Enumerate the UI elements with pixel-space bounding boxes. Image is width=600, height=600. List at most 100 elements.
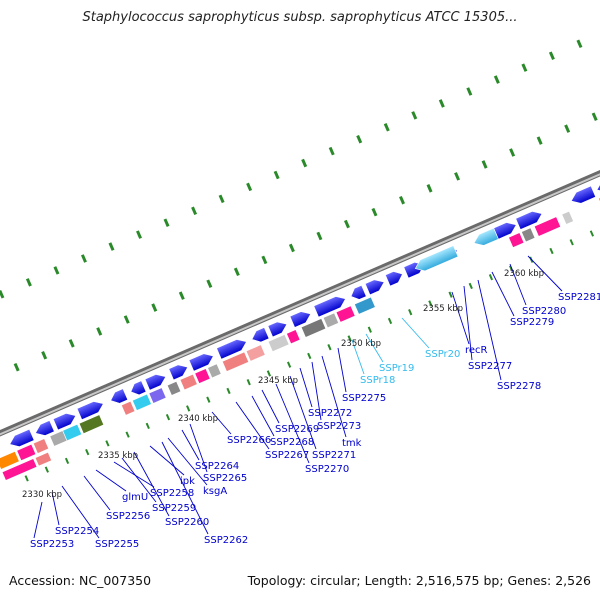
gene-arrow [168,364,189,381]
tick-dot [178,291,185,300]
leader-line [451,291,470,345]
tick-dot [301,158,308,168]
accession-text: Accession: NC_007350 [9,573,152,588]
scale-dash [125,431,130,438]
tick-dot [25,278,32,287]
feature-block [16,443,37,462]
scale-dash [347,335,352,342]
feature-block [207,363,222,379]
feature-block [34,451,53,467]
kbp-tick-label: 2350 kbp [341,339,381,349]
feature-block [508,232,525,248]
leader-line [133,451,170,517]
gene-arrow [267,321,288,338]
feature-block [120,400,136,416]
leader-line [491,271,515,317]
gene-label: SSP2254 [55,526,99,537]
scale-dash [246,379,251,386]
gene-label: SSP2266 [227,435,271,446]
gene-arrow [251,327,270,343]
feature-block [194,368,211,384]
outer-tick-dots [0,39,598,372]
feature-block [286,329,301,345]
tick-dot [328,146,335,156]
gene-arrow [414,245,459,272]
tick-dot [151,303,158,312]
tick-dot [438,99,445,108]
scale-dash [569,239,574,246]
scale-dash [468,282,473,290]
scale-dash [266,370,272,377]
scale-dash [428,300,433,307]
tick-dot [493,75,500,84]
gene-label: SSPr20 [425,349,460,360]
gene-label: SSP2280 [522,306,566,317]
leader-line [401,317,430,349]
leader-line [33,501,43,539]
leader-line [527,255,563,292]
leader-line [299,367,313,408]
leader-line [261,389,280,424]
gene-label: SSPr19 [379,363,414,374]
tick-dot [288,243,295,253]
leader-line [337,347,347,393]
scale-dash [44,466,49,473]
tick-dot [80,254,87,263]
leader-line [351,339,365,375]
leader-line [235,401,270,450]
tick-dot [371,207,378,217]
feature-block [521,227,536,243]
scale-dash [165,414,171,421]
gene-label: tmk [342,438,362,449]
kbp-tick-label: 2340 kbp [178,414,218,424]
tick-dot [481,160,488,169]
tick-dot [233,267,240,277]
scale-dash [286,361,292,368]
gene-label: SSP2271 [312,450,356,461]
tick-dot [53,266,60,275]
feature-block [533,216,562,237]
gene-label: SSP2269 [275,424,319,435]
tick-dot [261,255,268,265]
feature-block [166,380,182,396]
tick-dot [136,230,142,239]
gene-arrow [52,413,77,431]
gene-arrow [9,428,35,447]
tick-dot [548,51,555,60]
feature-block [179,373,198,391]
gene-label: glmU [122,492,148,503]
gene-label: SSP2264 [195,461,239,472]
tick-dot [509,148,516,157]
kbp-tick-label: 2330 kbp [22,490,62,500]
feature-block [335,305,356,323]
tick-dot [399,195,405,205]
gene-label: SSP2259 [152,503,196,514]
tick-dot [218,194,225,204]
leader-line [95,469,127,492]
tick-dot [411,111,418,120]
tick-dot [564,124,571,133]
gene-label: SSP2265 [203,473,247,484]
scale-dash [408,309,413,316]
tick-dot [191,206,198,216]
gene-label: SSP2255 [95,539,139,550]
gene-arrow [216,339,247,360]
gene-arrow [76,401,104,421]
scale-dash [307,352,312,360]
gene-label: SSP2272 [308,408,352,419]
tick-dot [576,39,583,49]
scale-dash [64,457,70,465]
tick-dot [41,351,48,360]
scale-dash [549,247,554,255]
scale-dash [448,291,453,298]
leader-line [83,475,111,511]
gene-label: SSP2256 [106,511,150,522]
leader-line [509,263,527,306]
leader-line [113,461,155,488]
gene-label: ipk [180,476,195,487]
page-title: Staphylococcus saprophyticus subsp. sapr… [82,10,518,25]
tick-dot [591,112,598,121]
leader-line [167,437,208,486]
scale-dash [186,405,191,412]
tick-dot [521,63,528,72]
